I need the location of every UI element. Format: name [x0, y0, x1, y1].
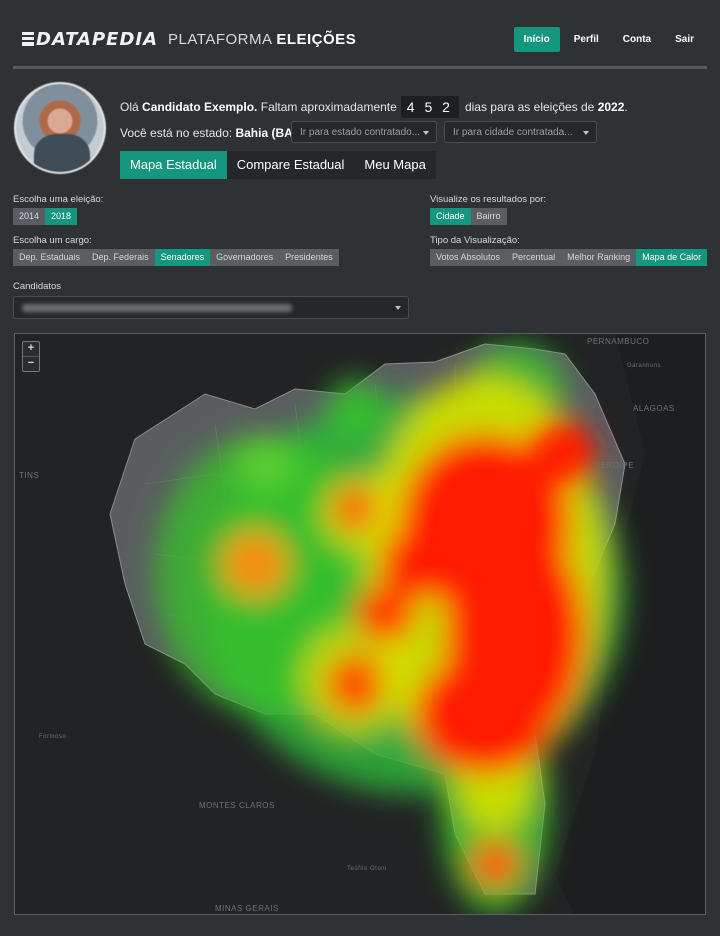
tab-meu-mapa[interactable]: Meu Mapa [354, 151, 436, 179]
zoom-control: + − [22, 341, 40, 372]
map-label-montes-claros: MONTES CLAROS [199, 801, 275, 810]
state-name: Bahia (BA) [235, 126, 297, 140]
tab-compare-estadual[interactable]: Compare Estadual [226, 151, 355, 179]
greeting-line: Olá Candidato Exemplo. Faltam aproximada… [120, 96, 628, 118]
candidates-label: Candidatos [13, 281, 62, 292]
chevron-down-icon [423, 131, 429, 135]
estado-select[interactable]: Ir para estado contratado... [291, 121, 437, 143]
countdown-text: Faltam aproximadamente [260, 100, 397, 114]
platform-bold: ELEIÇÕES [276, 30, 357, 48]
viz-mapa-de-calor-button[interactable]: Mapa de Calor [636, 249, 708, 266]
election-2018-button[interactable]: 2018 [45, 208, 78, 225]
viz-percentual-button[interactable]: Percentual [506, 249, 562, 266]
nav-perfil[interactable]: Perfil [573, 34, 599, 45]
state-line: Você está no estado: Bahia (BA) [120, 126, 297, 140]
logo[interactable]: DATAPEDIA PLATAFORMA ELEIÇÕES [22, 27, 356, 51]
heat-fringe [237, 428, 586, 582]
datapedia-logo: DATAPEDIA [22, 29, 158, 50]
platform-title: PLATAFORMA ELEIÇÕES [168, 31, 356, 48]
election-label: Escolha uma eleição: [13, 194, 104, 205]
cargo-senadores-button[interactable]: Senadores [154, 249, 211, 266]
avatar [14, 82, 106, 174]
ocean-area [555, 334, 705, 914]
map-label-sergipe: SERGIPE [595, 461, 635, 470]
results-cidade-button[interactable]: Cidade [430, 208, 471, 225]
cargo-presidentes-button[interactable]: Presidentes [279, 249, 339, 266]
candidate-name: Candidato Exemplo. [142, 100, 258, 114]
viz-melhor-ranking-button[interactable]: Melhor Ranking [561, 249, 637, 266]
logo-text: DATAPEDIA [36, 28, 159, 50]
heat-layer [155, 344, 625, 914]
viz-buttons: Votos Absolutos Percentual Melhor Rankin… [430, 249, 708, 266]
header-divider [13, 66, 707, 69]
cargo-governadores-button[interactable]: Governadores [210, 249, 280, 266]
election-buttons: 2014 2018 [13, 208, 78, 225]
cidade-select[interactable]: Ir para cidade contratada... [444, 121, 597, 143]
logo-bars-icon [22, 31, 34, 46]
candidate-selected-value [22, 304, 292, 312]
election-year: 2022 [597, 100, 625, 114]
days-suffix: dias para as eleições de [464, 100, 595, 114]
zoom-out-button[interactable]: − [23, 356, 39, 371]
platform-prefix: PLATAFORMA [168, 30, 272, 48]
state-prefix: Você está no estado: [120, 126, 233, 140]
results-bairro-button[interactable]: Bairro [470, 208, 507, 225]
results-label: Visualize os resultados por: [430, 194, 546, 205]
cargo-buttons: Dep. Estaduais Dep. Federais Senadores G… [13, 249, 339, 266]
cargo-dep-estaduais-button[interactable]: Dep. Estaduais [13, 249, 87, 266]
viz-votos-absolutos-button[interactable]: Votos Absolutos [430, 249, 507, 266]
view-tabs: Mapa Estadual Compare Estadual Meu Mapa [120, 151, 436, 179]
zoom-in-button[interactable]: + [27, 342, 35, 354]
results-buttons: Cidade Bairro [430, 208, 507, 225]
heat-map[interactable]: + − PERNAMBUCO Garanhuns ALAGOAS SERGIPE… [14, 333, 706, 915]
days-counter: 4 5 2 [400, 96, 459, 118]
tab-mapa-estadual[interactable]: Mapa Estadual [120, 151, 227, 179]
viz-label: Tipo da Visualização: [430, 235, 520, 246]
map-canvas[interactable] [15, 334, 706, 915]
nav-sair[interactable]: Sair [675, 34, 694, 45]
candidate-select[interactable] [13, 296, 409, 319]
main-nav: Início Perfil Conta Sair [513, 27, 704, 52]
map-label-teofilo-otoni: Teófilo Otoni [347, 866, 387, 872]
cargo-label: Escolha um cargo: [13, 235, 92, 246]
chevron-down-icon [583, 131, 589, 135]
nav-inicio[interactable]: Início [513, 27, 560, 52]
cidade-placeholder: Ir para cidade contratada... [453, 127, 573, 138]
top-header: DATAPEDIA PLATAFORMA ELEIÇÕES Início Per… [0, 0, 720, 70]
estado-placeholder: Ir para estado contratado... [300, 127, 421, 138]
map-label-alagoas: ALAGOAS [633, 404, 675, 413]
chevron-down-icon [395, 306, 401, 310]
election-2014-button[interactable]: 2014 [13, 208, 46, 225]
map-label-garanhuns: Garanhuns [627, 363, 662, 369]
map-label-minas-gerais: MINAS GERAIS [215, 904, 279, 913]
map-label-pernambuco: PERNAMBUCO [587, 337, 650, 346]
cargo-dep-federais-button[interactable]: Dep. Federais [86, 249, 155, 266]
greeting-prefix: Olá [120, 100, 139, 114]
map-label-tins: TINS [19, 471, 40, 480]
nav-conta[interactable]: Conta [622, 34, 652, 45]
map-label-formosa: Formoso [39, 734, 67, 740]
